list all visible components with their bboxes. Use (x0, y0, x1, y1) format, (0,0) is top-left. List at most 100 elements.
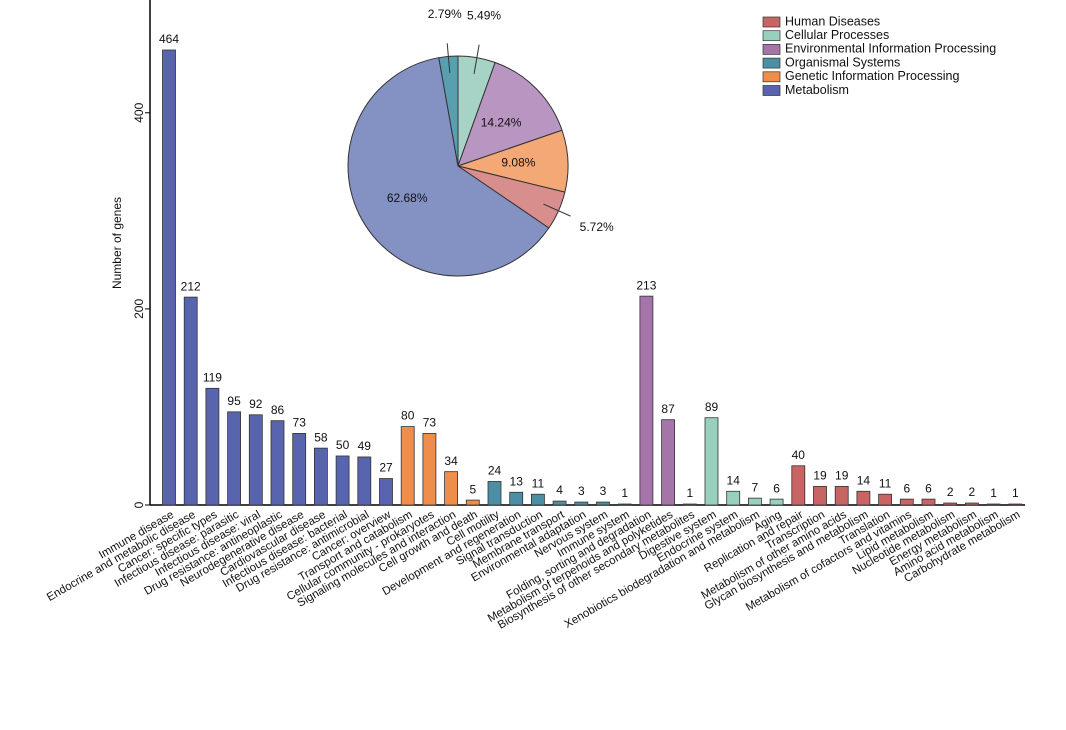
bar (834, 485, 849, 506)
leader-line (543, 203, 571, 217)
bar (899, 498, 914, 506)
bar (531, 493, 545, 506)
bar (205, 387, 220, 506)
bar (813, 485, 827, 506)
legend-swatch (762, 71, 781, 83)
bar (313, 447, 328, 506)
bar (357, 456, 372, 506)
pie-label: 2.79% (428, 7, 462, 21)
legend-label: Genetic Information Processing (785, 69, 959, 83)
bar (726, 490, 741, 506)
bar (487, 481, 502, 506)
value-label: 7 (752, 480, 759, 494)
bar (270, 420, 285, 506)
value-label: 14 (857, 473, 871, 487)
legend-label: Organismal Systems (785, 55, 900, 69)
bar (248, 414, 263, 506)
value-label: 1 (1012, 486, 1019, 500)
value-label: 92 (249, 397, 263, 411)
bar (465, 499, 480, 506)
value-label: 11 (532, 476, 545, 490)
leader-line (473, 44, 480, 74)
value-label: 19 (813, 469, 827, 483)
bar (1008, 503, 1023, 506)
value-label: 4 (556, 483, 563, 497)
value-label: 6 (773, 481, 780, 495)
legend-label: Environmental Information Processing (785, 42, 996, 56)
y-tick-label: 200 (132, 299, 146, 319)
value-label: 2 (969, 485, 976, 499)
value-label: 19 (835, 469, 849, 483)
value-label: 40 (792, 448, 806, 462)
bar (682, 503, 697, 506)
value-label: 6 (925, 481, 932, 495)
bar (769, 498, 784, 506)
bar (444, 471, 459, 506)
value-label: 11 (879, 476, 892, 490)
value-label: 87 (661, 402, 675, 416)
value-label: 212 (181, 279, 201, 293)
pie-label: 5.72% (580, 220, 614, 234)
bar (509, 491, 524, 506)
bar (921, 498, 936, 506)
legend-label: Metabolism (785, 83, 849, 97)
bar (856, 490, 871, 506)
bar (748, 497, 762, 506)
bar (639, 295, 654, 506)
bar (574, 501, 589, 506)
value-label: 3 (578, 484, 585, 498)
bar (943, 502, 958, 506)
pie-label: 5.49% (467, 9, 501, 23)
value-label: 27 (379, 461, 393, 475)
pie-label: 9.08% (501, 155, 535, 169)
value-label: 89 (705, 400, 719, 414)
bar (400, 426, 415, 506)
legend-swatch (762, 16, 781, 28)
value-label: 73 (423, 416, 437, 430)
bar (878, 493, 892, 506)
legend-swatch (762, 30, 781, 42)
legend-swatch (762, 44, 781, 55)
value-label: 24 (488, 464, 502, 478)
legend-label: Cellular Processes (785, 28, 889, 42)
legend-label: Human Diseases (785, 14, 880, 28)
value-label: 2 (947, 485, 954, 499)
leader-line (446, 43, 451, 73)
bar (661, 419, 675, 506)
value-label: 50 (336, 438, 350, 452)
value-label: 1 (621, 486, 628, 500)
bar (335, 455, 350, 506)
bar (704, 417, 719, 506)
value-label: 1 (990, 486, 997, 500)
value-label: 49 (358, 439, 372, 453)
value-label: 3 (600, 484, 607, 498)
y-axis-label: Number of genes (110, 197, 124, 289)
value-label: 464 (159, 32, 179, 46)
bar (292, 433, 307, 506)
bar (183, 296, 198, 506)
pie-slice (457, 61, 563, 167)
bar (162, 49, 176, 506)
bar (227, 411, 242, 506)
y-tick-label: 0 (132, 501, 146, 508)
value-label: 213 (636, 278, 656, 292)
bar (965, 502, 979, 506)
value-label: 73 (293, 416, 307, 430)
value-label: 34 (444, 454, 458, 468)
value-label: 1 (686, 486, 693, 500)
bar (791, 465, 806, 506)
value-label: 80 (401, 409, 415, 423)
pie-label: 62.68% (387, 191, 428, 205)
bar (617, 503, 632, 506)
value-label: 119 (203, 370, 222, 384)
bar (422, 433, 437, 506)
pie-slice (347, 57, 550, 277)
value-label: 58 (314, 430, 328, 444)
value-label: 95 (227, 394, 241, 408)
bar (986, 503, 1001, 506)
bar (552, 500, 567, 506)
value-label: 13 (510, 474, 524, 488)
y-tick-label: 400 (132, 102, 146, 122)
bar (379, 478, 393, 506)
